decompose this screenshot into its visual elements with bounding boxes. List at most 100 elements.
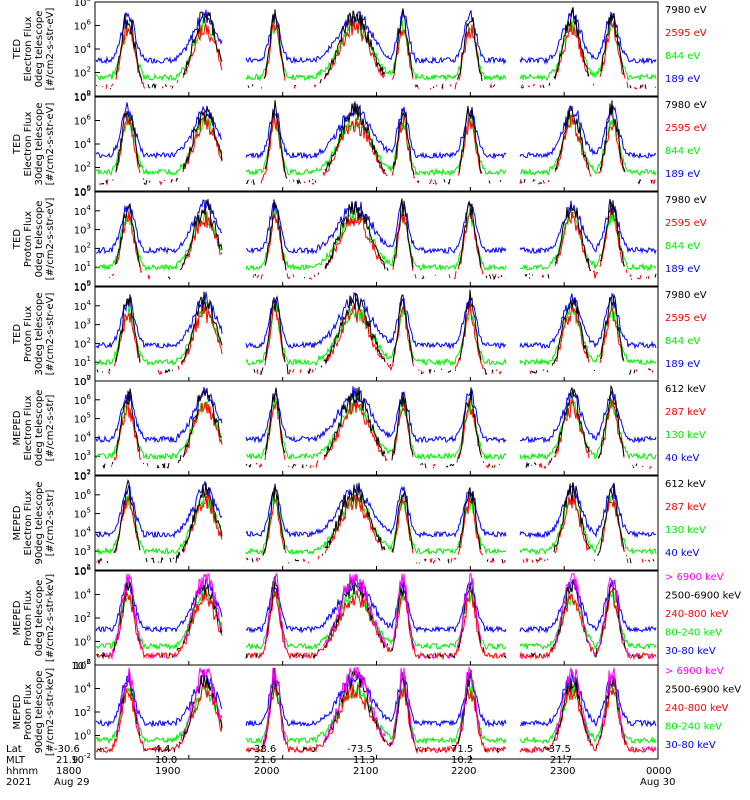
tick-4-hhmm: 2200 (451, 766, 476, 777)
panel-2: 100 102 104 106 108 TEDElectron Flux30deg tel… (12, 90, 707, 198)
y-tick-label: 100 (74, 184, 91, 198)
y-tick-label: 104 (74, 204, 92, 218)
y-tick-label: 104 (74, 588, 92, 602)
y-tick-label: 104 (74, 42, 92, 56)
legend-entry: 189 eV (665, 264, 700, 275)
y-tick-label: 102 (74, 336, 91, 350)
series-trace (95, 301, 657, 367)
y-tick-label: 108 (74, 0, 91, 9)
y-tick-label: 107 (74, 374, 91, 388)
y-tick-label: 101 (74, 260, 91, 274)
tick-5-hhmm: 2300 (550, 766, 575, 777)
tick-5-mlt: 21.7 (550, 755, 572, 766)
tick-0-mlt: 21.9 (56, 755, 78, 766)
y-tick-label: 100 (74, 729, 91, 743)
legend-entry: 189 eV (665, 74, 700, 85)
y-axis-label: TEDElectron Flux0deg telescope[#/cm2-s-s… (12, 8, 56, 91)
legend-entry: 240-800 keV (665, 609, 729, 620)
series-trace (96, 206, 657, 272)
y-tick-label: 101 (74, 355, 91, 369)
series-trace (95, 682, 657, 745)
y-axis-label: TEDElectron Flux30deg telescope[#/cm2-s-… (12, 102, 56, 185)
series-trace (97, 478, 655, 566)
legend-entry: 7980 eV (665, 5, 707, 16)
y-tick-label: 100 (74, 374, 91, 388)
tick-6-date: Aug 30 (640, 777, 675, 788)
y-tick-label: 103 (74, 544, 91, 558)
series-trace (95, 7, 657, 66)
y-tick-label: 106 (74, 19, 92, 33)
panel-6: 102 103 104 105 106 107 MEPEDElectron Flux90de… (12, 469, 706, 577)
y-tick-label: 103 (74, 449, 91, 463)
panel-1: 100 102 104 106 108 TEDElectron Flux0deg tele… (12, 0, 707, 103)
y-tick-label: 102 (74, 161, 91, 175)
y-axis-label: MEPEDProton Flux0deg telescope[#/cm2-s-s… (12, 574, 56, 662)
y-tick-label: 100 (74, 89, 91, 103)
legend-entry: 844 eV (665, 146, 700, 157)
y-tick-label: 104 (74, 525, 92, 539)
series-trace (95, 669, 657, 728)
series-trace (95, 18, 657, 82)
y-tick-label: 104 (74, 299, 92, 313)
tick-4-lat: 71.5 (451, 744, 473, 755)
time-axis: Lat MLT hhmm 2021 -30.6 21.9 1800 Aug 29… (6, 744, 675, 788)
series-trace (95, 481, 657, 539)
legend-entry: 287 keV (665, 407, 706, 418)
series-trace (95, 386, 657, 444)
tick-5-lat: -37.5 (545, 744, 571, 755)
mlt-row-label: MLT (6, 755, 26, 766)
panel-7: 10-2 100 102 104 106 MEPEDProton Flux0deg tel… (12, 564, 741, 672)
series-trace (95, 396, 657, 461)
y-tick-label: 100 (74, 635, 91, 649)
panel-5: 102 103 104 105 106 107 MEPEDElectron Flux0deg… (12, 374, 706, 482)
y-tick-label: 103 (74, 223, 91, 237)
y-tick-label: 10-2 (71, 658, 91, 672)
legend-entry: > 6900 keV (665, 572, 724, 583)
legend-entry: 612 keV (665, 479, 706, 490)
tick-1-mlt: 10.0 (155, 755, 177, 766)
legend-entry: 612 keV (665, 384, 706, 395)
series-trace (98, 114, 656, 186)
legend-entry: 844 eV (665, 241, 700, 252)
legend-entry: 2500-6900 keV (665, 591, 741, 602)
legend-entry: 2595 eV (665, 218, 707, 229)
y-axis-label: MEPEDElectron Flux90deg telescope[#/cm2-… (12, 481, 56, 564)
legend-entry: 7980 eV (665, 100, 707, 111)
y-tick-label: 102 (74, 705, 91, 719)
tick-0-hhmm: 1800 (56, 766, 81, 777)
y-tick-label: 103 (74, 318, 91, 332)
legend-entry: > 6900 keV (665, 666, 724, 677)
y-tick-label: 107 (74, 469, 91, 483)
legend-entry: 2595 eV (665, 313, 707, 324)
lat-row-label: Lat (6, 744, 22, 755)
tick-3-mlt: 11.3 (353, 755, 375, 766)
y-axis-label: MEPEDProton Flux90deg telescope[#/cm2-s-… (12, 668, 56, 756)
legend-entry: 844 eV (665, 51, 700, 62)
legend-entry: 2500-6900 keV (665, 685, 741, 696)
y-tick-label: 102 (74, 241, 91, 255)
tick-2-lat: 38.6 (254, 744, 276, 755)
legend-entry: 7980 eV (665, 195, 707, 206)
plot-frame (94, 96, 659, 192)
panel-3: 100 101 102 103 104 105 TEDProton Flux0deg tel… (12, 185, 707, 293)
series-trace (103, 386, 653, 468)
y-axis-label: MEPEDElectron Flux0deg telescope[#/cm2-s… (12, 390, 56, 467)
y-tick-label: 104 (74, 137, 92, 151)
y-tick-label: 105 (74, 185, 91, 199)
legend-entry: 2595 eV (665, 28, 707, 39)
series-trace (107, 302, 654, 376)
y-tick-label: 104 (74, 430, 92, 444)
y-tick-label: 106 (74, 114, 92, 128)
y-tick-label: 106 (74, 658, 92, 672)
tick-0-lat: -30.6 (54, 744, 80, 755)
year-row-label: 2021 (6, 777, 31, 788)
panel-4: 100 101 102 103 104 105 TEDProton Flux30deg te… (12, 280, 707, 388)
tick-3-lat: -73.5 (347, 744, 373, 755)
tick-2-hhmm: 2000 (254, 766, 279, 777)
y-tick-label: 105 (74, 412, 91, 426)
legend-entry: 240-800 keV (665, 703, 729, 714)
y-tick-label: 102 (74, 66, 91, 80)
tick-1-lat: -4.4 (151, 744, 171, 755)
y-tick-label: 105 (74, 280, 91, 294)
